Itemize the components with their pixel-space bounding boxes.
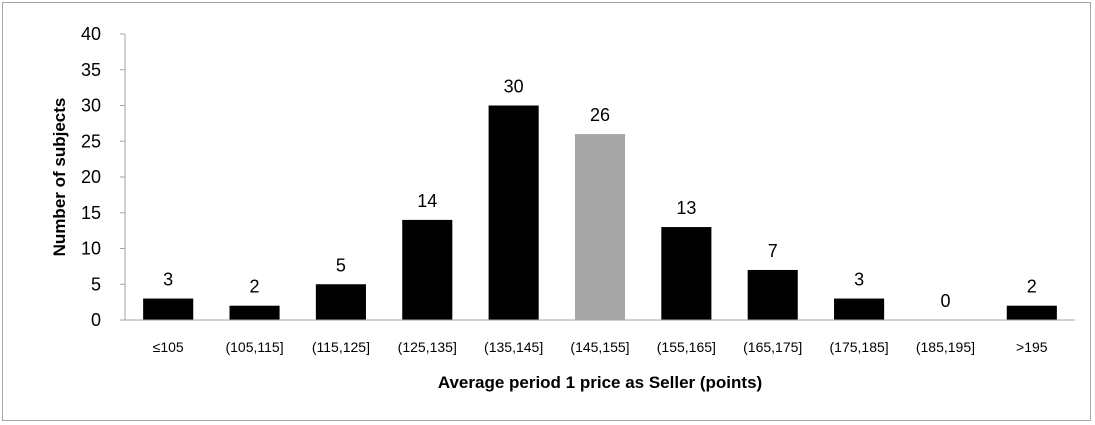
- bar-value-label: 30: [504, 77, 524, 97]
- bar-value-label: 7: [768, 241, 778, 261]
- bar: [1006, 305, 1057, 320]
- y-tick-label: 30: [81, 96, 101, 116]
- bar-value-label: 3: [854, 270, 864, 290]
- category-label: (155,165]: [657, 339, 716, 355]
- y-tick-label: 35: [81, 60, 101, 80]
- y-tick-label: 5: [91, 274, 101, 294]
- y-axis-ticks: 0 5 10 15 20 25 30 35 40: [81, 24, 125, 330]
- bar-value-label: 13: [676, 198, 696, 218]
- bar-value-label: 2: [250, 277, 260, 297]
- y-tick-label: 40: [81, 24, 101, 44]
- bar: [229, 305, 280, 320]
- bar-value-label: 26: [590, 105, 610, 125]
- category-label: (165,175]: [743, 339, 802, 355]
- category-label: (105,115]: [225, 339, 283, 355]
- bar: [402, 219, 453, 320]
- category-labels: ≤105 (105,115] (115,125] (125,135] (135,145]…: [153, 339, 1048, 355]
- y-tick-label: 0: [91, 310, 101, 330]
- category-label: (115,125]: [312, 339, 370, 355]
- bar-value-label: 0: [940, 291, 950, 311]
- bar: [747, 269, 798, 320]
- bar-value-label: 5: [336, 255, 346, 275]
- bar: [315, 284, 366, 320]
- bar: [488, 105, 539, 320]
- category-label: (145,155]: [570, 339, 629, 355]
- y-tick-label: 20: [81, 167, 101, 187]
- category-label: ≤105: [153, 339, 184, 355]
- bars: [143, 105, 1057, 320]
- category-label: >195: [1016, 339, 1048, 355]
- category-label: (175,185]: [830, 339, 889, 355]
- category-label: (185,195]: [916, 339, 975, 355]
- bar-value-label: 14: [417, 191, 437, 211]
- category-label: (125,135]: [398, 339, 457, 355]
- bar: [143, 298, 194, 320]
- y-tick-label: 10: [81, 239, 101, 259]
- x-axis-title: Average period 1 price as Seller (points…: [438, 373, 762, 392]
- bar: [834, 298, 885, 320]
- bar-value-label: 2: [1027, 277, 1037, 297]
- bar: [574, 134, 626, 320]
- bar: [661, 227, 712, 320]
- y-tick-label: 15: [81, 203, 101, 223]
- y-tick-label: 25: [81, 131, 101, 151]
- bar-value-label: 3: [163, 270, 173, 290]
- category-label: (135,145]: [484, 339, 543, 355]
- y-axis-title: Number of subjects: [50, 98, 69, 257]
